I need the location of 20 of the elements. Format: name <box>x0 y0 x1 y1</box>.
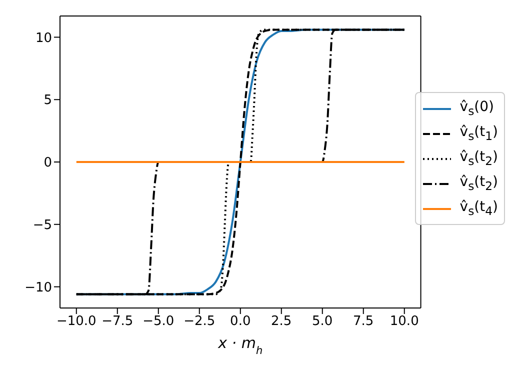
y-tick-label: 10 <box>35 30 52 46</box>
x-tick-label: 0.0 <box>230 314 251 330</box>
legend-label: v̂$_{s}$(t$_{2}$) <box>460 174 498 193</box>
legend-label: v̂$_{s}$(t$_{1}$) <box>460 124 498 143</box>
x-tick-label: 5.0 <box>312 314 333 330</box>
y-tick-label: −5 <box>32 218 52 234</box>
x-axis-title: x · m$_{h}$ <box>217 334 263 357</box>
y-tick-label: 5 <box>44 93 52 108</box>
x-tick-label: 2.5 <box>271 314 292 330</box>
legend-label: v̂$_{s}$(0) <box>460 99 494 118</box>
x-tick-label: −7.5 <box>102 314 134 330</box>
x-tick-label: −2.5 <box>184 314 216 330</box>
legend-label: v̂$_{s}$(t$_{2}$) <box>460 149 498 168</box>
y-tick-label: −10 <box>24 280 52 296</box>
y-tick-label: 0 <box>44 156 52 171</box>
x-tick-label: −10.0 <box>56 314 96 330</box>
x-tick-label: 10.0 <box>390 314 419 330</box>
x-tick-label: −5.0 <box>142 314 174 330</box>
x-tick-label: 7.5 <box>353 314 374 330</box>
legend-label: v̂$_{s}$(t$_{4}$) <box>460 199 498 218</box>
